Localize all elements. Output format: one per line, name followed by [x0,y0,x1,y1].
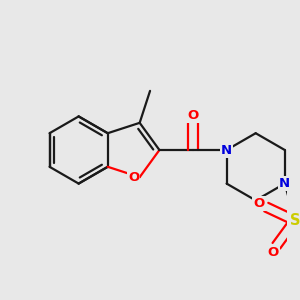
Text: O: O [128,171,139,184]
Text: S: S [290,213,300,228]
Text: O: O [267,246,279,259]
Text: N: N [279,177,290,190]
Text: O: O [188,109,199,122]
Text: N: N [221,143,232,157]
Text: N: N [221,143,232,157]
Text: O: O [253,197,265,210]
